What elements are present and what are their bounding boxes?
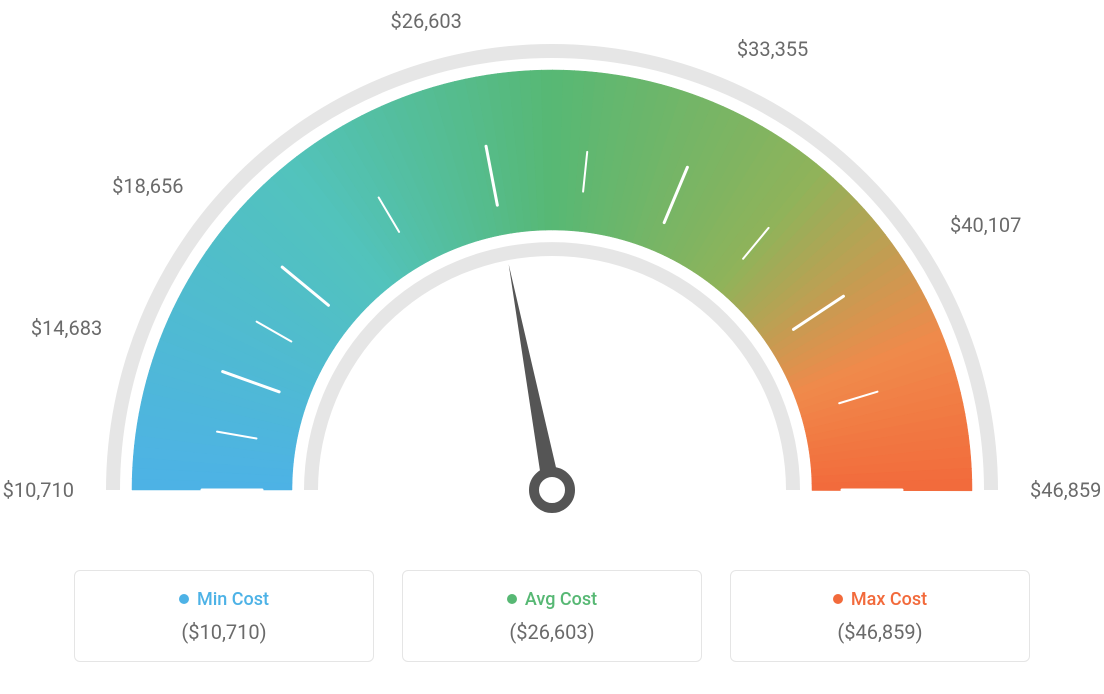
- legend-dot-min: [179, 594, 189, 604]
- legend-dot-max: [833, 594, 843, 604]
- gauge-needle: [509, 264, 561, 492]
- legend-label-min: Min Cost: [197, 589, 269, 610]
- legend-card-avg: Avg Cost ($26,603): [402, 570, 702, 662]
- legend-value-avg: ($26,603): [509, 620, 594, 644]
- legend-label-avg: Avg Cost: [525, 589, 597, 610]
- legend-label-max: Max Cost: [851, 589, 927, 610]
- legend-title-max: Max Cost: [833, 589, 927, 610]
- legend-title-min: Min Cost: [179, 589, 269, 610]
- legend-row: Min Cost ($10,710) Avg Cost ($26,603) Ma…: [0, 570, 1104, 662]
- legend-dot-avg: [507, 594, 517, 604]
- scale-label: $33,355: [737, 37, 808, 61]
- gauge-needle-hub: [534, 472, 570, 508]
- scale-label: $10,710: [3, 478, 74, 502]
- scale-label: $26,603: [391, 9, 462, 33]
- scale-label: $18,656: [112, 174, 183, 198]
- cost-gauge-chart: $10,710 $14,683 $18,656 $26,603 $33,355 $40,1…: [0, 0, 1104, 690]
- scale-label: $14,683: [31, 316, 102, 340]
- legend-card-min: Min Cost ($10,710): [74, 570, 374, 662]
- legend-value-max: ($46,859): [837, 620, 922, 644]
- legend-title-avg: Avg Cost: [507, 589, 597, 610]
- scale-label: $46,859: [1030, 478, 1101, 502]
- scale-label: $40,107: [950, 213, 1021, 237]
- gauge-colored-arc: [132, 70, 972, 491]
- legend-value-min: ($10,710): [181, 620, 266, 644]
- legend-card-max: Max Cost ($46,859): [730, 570, 1030, 662]
